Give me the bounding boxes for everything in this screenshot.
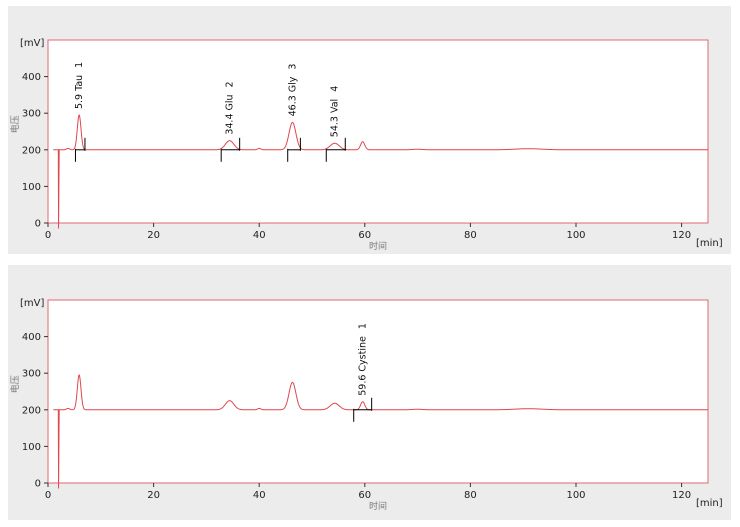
chart1-x-tick-label-4: 80 (464, 490, 477, 501)
chart1-x-tick-label-5: 100 (566, 490, 585, 501)
chromatogram-panel-bottom: 0 100 200 300 400 0 20 40 60 80 100 120 [mV] [min] 时间 电… (8, 265, 731, 520)
chart1-y-tick-label-3: 300 (22, 369, 41, 380)
chart0-x-tick-label-6: 120 (672, 230, 691, 241)
chart0-peak-label-text-0: 5.9 Tau (74, 75, 85, 109)
chart1-signal-trace (53, 374, 708, 489)
chart0-peak-label-number-3: 4 (330, 86, 341, 92)
chart0-peak-label-3: 54.3 Val 4 (330, 86, 341, 137)
chart1-x-axis-title: 时间 (369, 500, 387, 512)
chart0-peak-label-number-0: 1 (74, 62, 85, 68)
chart1-peak-label-0: 59.6 Cystine 1 (358, 323, 369, 396)
chart0-x-tick-label-5: 100 (566, 230, 585, 241)
chart1-y-tick-label-2: 200 (22, 405, 41, 416)
chromatogram-chart-top: 0 100 200 300 400 0 20 40 60 80 100 120 [mV] [min] 时间 电… (9, 38, 723, 252)
chart0-x-tick-label-0: 0 (45, 230, 51, 241)
chart0-y-tick-label-3: 300 (22, 109, 41, 120)
chart0-x-tick-label-4: 80 (464, 230, 477, 241)
chart0-peak-label-text-1: 34.4 Glu (225, 94, 236, 134)
chart0-peak-label-0: 5.9 Tau 1 (74, 62, 85, 109)
chromatogram-panel-top: 0 100 200 300 400 0 20 40 60 80 100 120 [mV] [min] 时间 电… (8, 6, 731, 254)
chart1-y-tick-label-0: 0 (35, 479, 41, 490)
chart1-peak-label-text-0: 59.6 Cystine (358, 336, 369, 396)
chart1-y-unit-label: [mV] (20, 298, 44, 309)
chart0-peak-label-1: 34.4 Glu 2 (225, 81, 236, 134)
chart0-peak-label-number-1: 2 (225, 81, 236, 87)
chart1-y-axis-title: 电压 (9, 375, 21, 393)
chart1-plot-area (47, 299, 709, 484)
chart0-y-tick-label-1: 100 (22, 182, 41, 193)
chart1-x-tick-label-2: 40 (253, 490, 266, 501)
chart1-y-tick-label-1: 100 (22, 442, 41, 453)
chromatogram-chart-bottom: 0 100 200 300 400 0 20 40 60 80 100 120 [mV] [min] 时间 电… (9, 298, 723, 512)
chart0-y-tick-label-0: 0 (35, 219, 41, 230)
chart0-x-tick-label-3: 60 (358, 230, 371, 241)
chart0-x-tick-label-1: 20 (147, 230, 160, 241)
chart0-x-unit-label: [min] (696, 238, 723, 249)
chart0-signal-trace (53, 114, 708, 229)
chart0-y-tick-label-4: 400 (22, 72, 41, 83)
chart0-plot-area (47, 39, 709, 224)
chart0-x-tick-label-2: 40 (253, 230, 266, 241)
chart0-y-unit-label: [mV] (20, 38, 44, 49)
chart1-y-tick-label-4: 400 (22, 332, 41, 343)
chart0-peak-label-2: 46.3 Gly 3 (287, 64, 298, 117)
chart1-x-tick-label-3: 60 (358, 490, 371, 501)
chart1-x-unit-label: [min] (696, 498, 723, 509)
chart0-y-axis-title: 电压 (9, 115, 21, 133)
chart0-peak-label-text-3: 54.3 Val (330, 99, 341, 137)
chart1-x-tick-label-6: 120 (672, 490, 691, 501)
chart0-peak-label-text-2: 46.3 Gly (287, 76, 298, 116)
chart1-peak-label-number-0: 1 (358, 323, 369, 329)
chart0-y-tick-label-2: 200 (22, 145, 41, 156)
chart0-peak-label-number-2: 3 (287, 64, 298, 70)
chart1-x-tick-label-1: 20 (147, 490, 160, 501)
chart0-x-axis-title: 时间 (369, 240, 387, 252)
chart1-x-tick-label-0: 0 (45, 490, 51, 501)
